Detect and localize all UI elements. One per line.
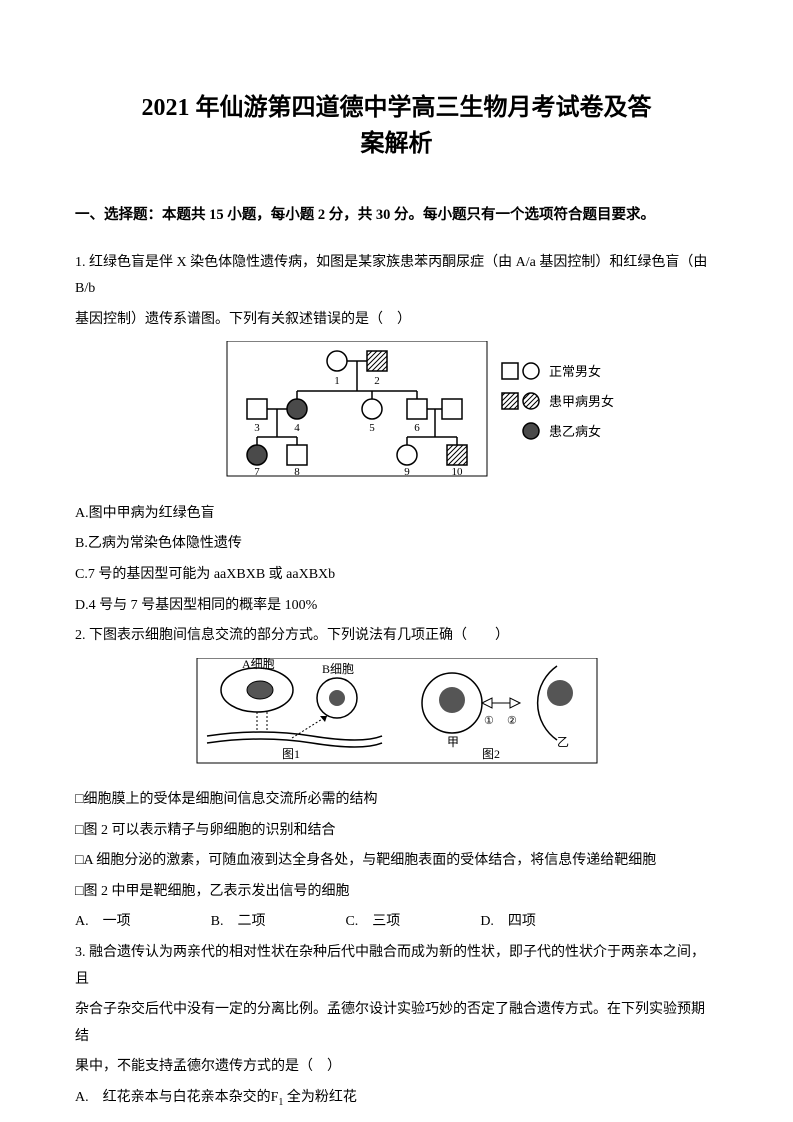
q3-stem-line1: 3. 融合遗传认为两亲代的相对性状在杂种后代中融合而成为新的性状，即子代的性状介…	[75, 940, 718, 993]
fig1-label: 图1	[282, 747, 300, 761]
cell-svg: A细胞 B细胞 图1 甲 乙 ① ② 图2	[162, 658, 632, 768]
q2-options: A. 一项 B. 二项 C. 三项 D. 四项	[75, 909, 718, 936]
jia-label: 甲	[447, 735, 459, 749]
node-6: 6	[414, 422, 420, 434]
q2-statement-2: □图 2 可以表示精子与卵细胞的识别和结合	[75, 818, 718, 845]
q2-statement-4: □图 2 中甲是靶细胞，乙表示发出信号的细胞	[75, 879, 718, 906]
fig2-label: 图2	[482, 747, 500, 761]
node-9: 9	[404, 466, 410, 478]
node-7: 7	[254, 466, 260, 478]
section-header: 一、选择题：本题共 15 小题，每小题 2 分，共 30 分。每小题只有一个选项…	[75, 202, 718, 230]
q1-stem-line2: 基因控制）遗传系谱图。下列有关叙述错误的是（ ）	[75, 307, 718, 334]
q3-a-post: 全为粉红花	[283, 1090, 357, 1105]
node-8: 8	[294, 466, 300, 478]
q1-option-d: D.4 号与 7 号基因型相同的概率是 100%	[75, 593, 718, 620]
q2-statement-3: □A 细胞分泌的激素，可随血液到达全身各处，与靶细胞表面的受体结合，将信息传递给…	[75, 848, 718, 875]
q3-option-a: A. 红花亲本与白花亲本杂交的F1 全为粉红花	[75, 1085, 718, 1112]
title-line-1: 2021 年仙游第四道德中学高三生物月考试卷及答	[75, 90, 718, 126]
q1-pedigree-diagram: 1 2 3 4 5 6 7 8 9 10	[75, 341, 718, 492]
q1-option-c: C.7 号的基因型可能为 aaXBXB 或 aaXBXb	[75, 562, 718, 589]
yi-label: 乙	[557, 735, 569, 749]
num2-label: ②	[507, 715, 517, 727]
node-3: 3	[254, 422, 260, 434]
node-2: 2	[374, 375, 380, 387]
node-1: 1	[334, 375, 340, 387]
q2-option-a: A. 一项	[75, 909, 131, 936]
pedigree-svg: 1 2 3 4 5 6 7 8 9 10	[177, 341, 617, 481]
node-5: 5	[369, 422, 375, 434]
q2-option-b: B. 二项	[211, 909, 266, 936]
legend-disease-b: 患乙病女	[549, 424, 601, 439]
q1-stem-line1: 1. 红绿色盲是伴 X 染色体隐性遗传病，如图是某家族患苯丙酮尿症（由 A/a …	[75, 250, 718, 303]
legend-normal: 正常男女	[549, 364, 601, 379]
q3-stem-line2: 杂合子杂交后代中没有一定的分离比例。孟德尔设计实验巧妙的否定了融合遗传方式。在下…	[75, 997, 718, 1050]
q3-a-pre: A. 红花亲本与白花亲本杂交的F	[75, 1090, 278, 1105]
q2-option-d: D. 四项	[480, 909, 536, 936]
q2-option-c: C. 三项	[345, 909, 400, 936]
legend-disease-a: 患甲病男女	[549, 394, 614, 409]
cell-b-label: B细胞	[322, 662, 354, 676]
cell-a-label: A细胞	[242, 658, 275, 671]
q2-stem: 2. 下图表示细胞间信息交流的部分方式。下列说法有几项正确（ ）	[75, 623, 718, 650]
node-4: 4	[294, 422, 300, 434]
q2-statement-1: □细胞膜上的受体是细胞间信息交流所必需的结构	[75, 787, 718, 814]
q3-stem-line3: 果中，不能支持孟德尔遗传方式的是（ ）	[75, 1054, 718, 1081]
title-line-2: 案解析	[75, 126, 718, 162]
q1-option-b: B.乙病为常染色体隐性遗传	[75, 531, 718, 558]
page-title: 2021 年仙游第四道德中学高三生物月考试卷及答 案解析	[75, 90, 718, 162]
num1-label: ①	[484, 715, 494, 727]
q1-option-a: A.图中甲病为红绿色盲	[75, 501, 718, 528]
node-10: 10	[451, 466, 463, 478]
q2-cell-diagram: A细胞 B细胞 图1 甲 乙 ① ② 图2	[75, 658, 718, 779]
